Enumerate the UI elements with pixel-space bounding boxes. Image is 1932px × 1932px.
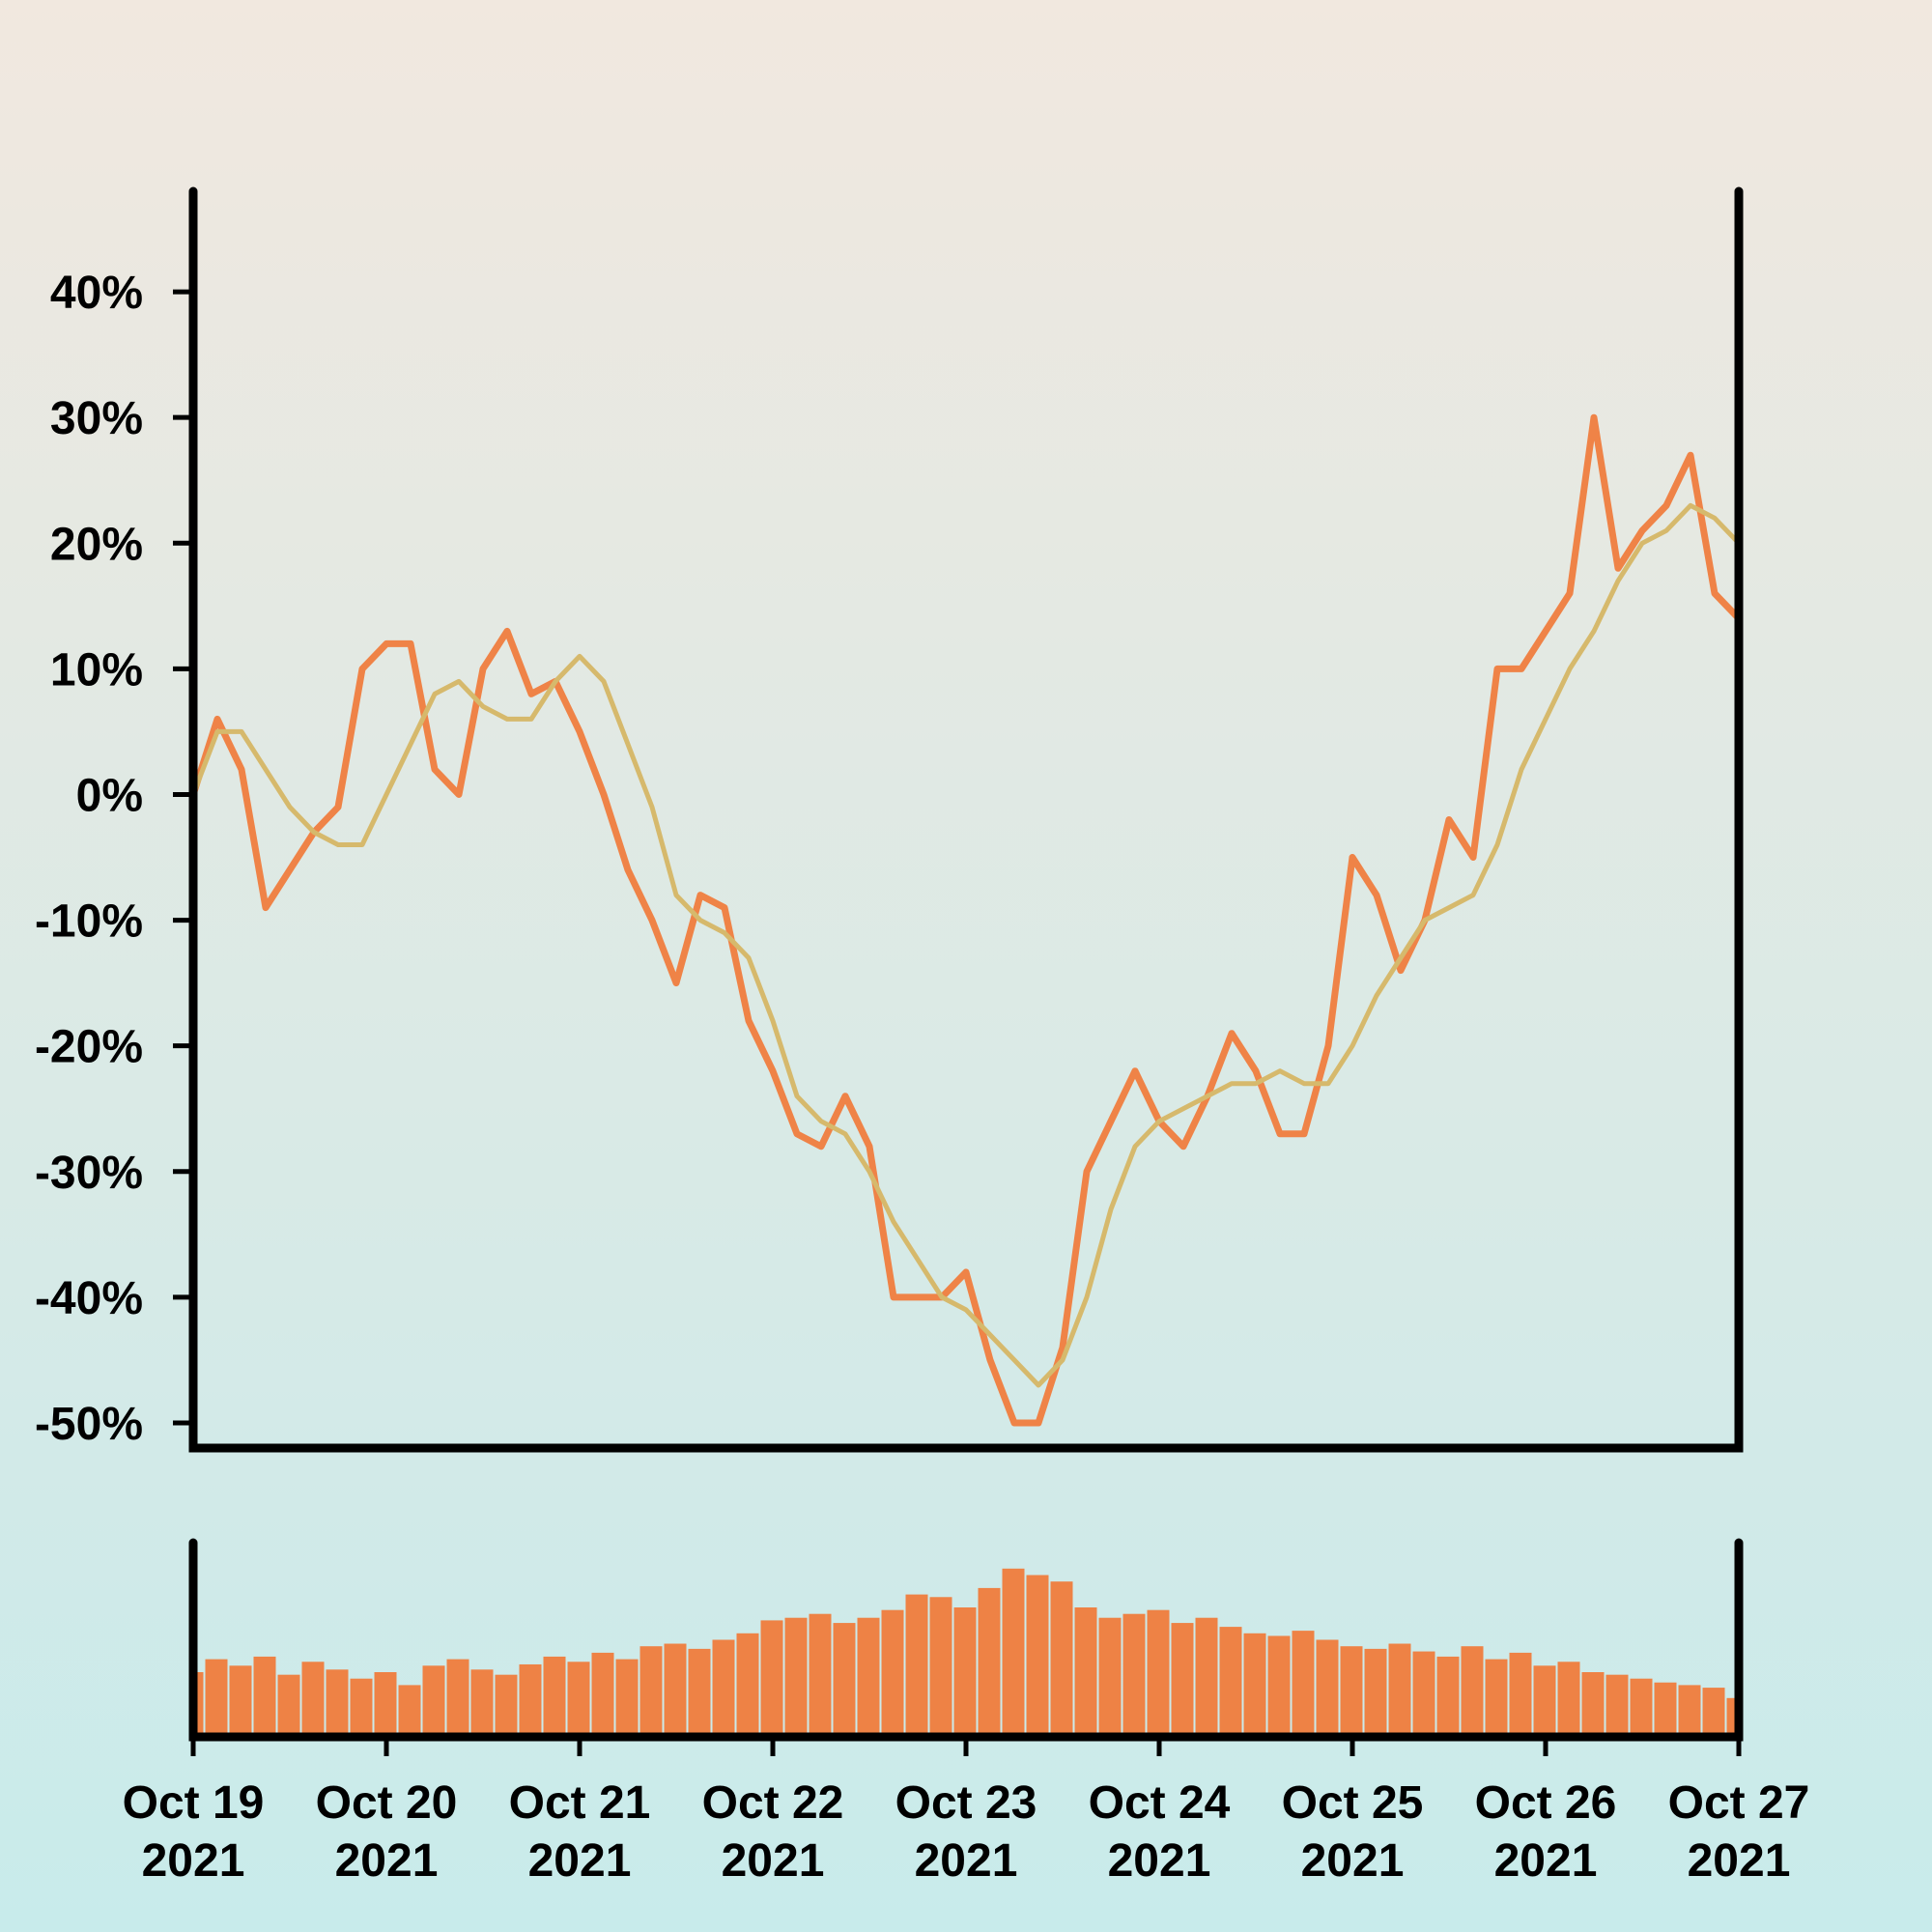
x-tick-label: Oct 24 bbox=[1089, 1777, 1231, 1829]
volume-bar bbox=[953, 1607, 977, 1737]
volume-bar bbox=[1292, 1631, 1315, 1737]
volume-bar bbox=[736, 1633, 759, 1737]
volume-bar bbox=[1050, 1581, 1073, 1737]
volume-bar bbox=[446, 1659, 469, 1737]
x-tick-label: Oct 19 bbox=[123, 1777, 265, 1829]
x-tick-label: Oct 25 bbox=[1282, 1777, 1424, 1829]
volume-bar bbox=[301, 1662, 325, 1737]
volume-bar bbox=[1654, 1682, 1677, 1737]
x-tick-label: 2021 bbox=[142, 1835, 245, 1887]
y-tick-label: 30% bbox=[50, 393, 143, 444]
volume-bar bbox=[1436, 1656, 1460, 1737]
volume-bar bbox=[1002, 1568, 1025, 1737]
price-line bbox=[193, 413, 1739, 1427]
x-tick-label: Oct 21 bbox=[509, 1777, 651, 1829]
volume-bar bbox=[1243, 1633, 1266, 1737]
volume-bar bbox=[784, 1617, 808, 1737]
volume-bar bbox=[1074, 1607, 1097, 1737]
volume-bar bbox=[978, 1587, 1001, 1737]
volume-bar bbox=[543, 1656, 566, 1737]
price-line bbox=[193, 502, 1739, 1388]
volume-plot bbox=[193, 1568, 1739, 1737]
volume-bar bbox=[495, 1674, 518, 1737]
y-tick-label: 20% bbox=[50, 519, 143, 570]
volume-bar bbox=[1678, 1685, 1701, 1737]
volume-bar bbox=[1122, 1613, 1146, 1737]
volume-bar bbox=[277, 1674, 300, 1737]
volume-bar bbox=[1147, 1609, 1170, 1737]
x-tick-label: 2021 bbox=[528, 1835, 632, 1887]
y-tick-label: 10% bbox=[50, 644, 143, 696]
volume-bar bbox=[1195, 1617, 1218, 1737]
y-tick-label: 40% bbox=[50, 268, 143, 319]
x-tick-label: Oct 27 bbox=[1668, 1777, 1810, 1829]
x-tick-label: Oct 23 bbox=[895, 1777, 1037, 1829]
volume-bar bbox=[253, 1656, 276, 1737]
volume-bar bbox=[857, 1617, 880, 1737]
volume-bar bbox=[567, 1662, 590, 1737]
volume-bar bbox=[229, 1665, 252, 1737]
volume-bar bbox=[1219, 1627, 1242, 1737]
volume-bar bbox=[1581, 1672, 1605, 1737]
volume-bar bbox=[664, 1643, 687, 1737]
volume-bar bbox=[374, 1672, 397, 1737]
volume-bar bbox=[1388, 1643, 1411, 1737]
volume-bar bbox=[591, 1652, 614, 1737]
y-tick-label: -40% bbox=[35, 1273, 143, 1324]
volume-bar bbox=[833, 1623, 856, 1737]
volume-bar bbox=[760, 1620, 783, 1737]
axes: -50% -40% -30% -20% -10% 0% 10% 20% 30% 40% Oct 19… bbox=[35, 186, 1810, 1887]
volume-bar bbox=[1605, 1674, 1629, 1737]
x-tick-label: Oct 22 bbox=[702, 1777, 844, 1829]
volume-bar bbox=[1461, 1646, 1484, 1737]
x-tick-label: 2021 bbox=[915, 1835, 1018, 1887]
volume-bar bbox=[1267, 1635, 1291, 1737]
volume-bar bbox=[905, 1594, 928, 1737]
volume-bar bbox=[326, 1669, 349, 1737]
volume-bar bbox=[615, 1659, 639, 1737]
volume-bar bbox=[881, 1609, 904, 1737]
volume-bar bbox=[422, 1665, 445, 1737]
volume-bar bbox=[1171, 1623, 1194, 1737]
volume-bar bbox=[350, 1678, 373, 1737]
y-tick-label: -30% bbox=[35, 1148, 143, 1199]
volume-bar bbox=[1412, 1651, 1435, 1737]
volume-bar bbox=[1098, 1617, 1122, 1737]
volume-bar bbox=[929, 1597, 952, 1737]
volume-bar bbox=[398, 1685, 421, 1737]
volume-bar bbox=[193, 1672, 204, 1737]
x-tick-label: 2021 bbox=[722, 1835, 825, 1887]
x-tick-label: Oct 26 bbox=[1475, 1777, 1617, 1829]
volume-bar bbox=[712, 1639, 735, 1737]
y-tick-label: -50% bbox=[35, 1399, 143, 1450]
volume-bar bbox=[205, 1659, 228, 1737]
volume-bar bbox=[1702, 1688, 1725, 1737]
y-tick-label: -20% bbox=[35, 1022, 143, 1073]
volume-bar bbox=[1316, 1639, 1339, 1737]
x-tick-label: 2021 bbox=[1688, 1835, 1791, 1887]
volume-bar bbox=[1533, 1665, 1556, 1737]
x-tick-label: 2021 bbox=[1301, 1835, 1405, 1887]
volume-bar bbox=[809, 1613, 832, 1737]
volume-bar bbox=[639, 1646, 663, 1737]
volume-bar bbox=[1340, 1646, 1363, 1737]
volume-bar bbox=[1364, 1648, 1387, 1737]
x-tick-label: 2021 bbox=[1494, 1835, 1598, 1887]
volume-bar bbox=[1485, 1659, 1508, 1737]
volume-bar bbox=[1557, 1662, 1580, 1737]
y-tick-label: 0% bbox=[76, 770, 143, 821]
price-frame bbox=[188, 186, 1744, 1453]
x-tick-label: 2021 bbox=[1108, 1835, 1211, 1887]
y-tick-label: -10% bbox=[35, 896, 143, 948]
volume-bar bbox=[688, 1648, 711, 1737]
volume-bar bbox=[470, 1669, 494, 1737]
volume-bar bbox=[1509, 1652, 1532, 1737]
x-tick-label: Oct 20 bbox=[316, 1777, 458, 1829]
volume-bar bbox=[519, 1663, 542, 1737]
volume-bar bbox=[1630, 1678, 1653, 1737]
x-tick-label: 2021 bbox=[335, 1835, 439, 1887]
volume-bar bbox=[1026, 1575, 1049, 1737]
price-plot bbox=[193, 413, 1739, 1427]
